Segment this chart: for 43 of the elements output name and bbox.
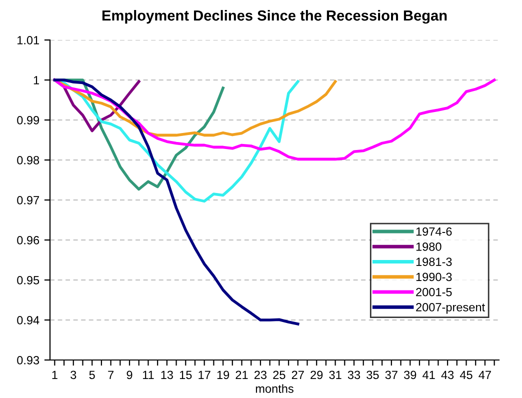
y-tick-label: 1.01 bbox=[18, 36, 40, 44]
x-tick-label: 13 bbox=[161, 370, 173, 380]
x-tick-label: 1 bbox=[52, 370, 58, 379]
x-tick-label: 17 bbox=[198, 370, 210, 379]
y-tick-label: 0.99 bbox=[17, 116, 40, 124]
x-axis-title: months bbox=[256, 384, 294, 393]
x-tick-label: 23 bbox=[254, 370, 267, 380]
x-tick-label: 25 bbox=[273, 370, 286, 380]
y-tick-label: 1 bbox=[34, 76, 40, 84]
y-tick-label: 0.94 bbox=[17, 316, 40, 324]
legend-label: 1981-3 bbox=[416, 258, 452, 266]
x-tick-label: 33 bbox=[348, 370, 360, 380]
x-tick-label: 7 bbox=[108, 370, 114, 379]
x-tick-label: 47 bbox=[478, 370, 491, 379]
line-series bbox=[53, 78, 496, 161]
x-tick-label: 15 bbox=[180, 370, 192, 380]
legend-label: 1990-3 bbox=[416, 272, 452, 282]
x-tick-label: 35 bbox=[366, 370, 379, 380]
y-tick-label: 0.98 bbox=[17, 156, 40, 164]
x-tick-label: 27 bbox=[292, 370, 304, 379]
line-series bbox=[53, 78, 300, 326]
x-tick-label: 21 bbox=[236, 370, 248, 379]
x-tick-label: 45 bbox=[460, 370, 472, 380]
y-tick-label: 0.95 bbox=[17, 276, 40, 284]
x-tick-label: 5 bbox=[89, 370, 95, 380]
chart-title: Employment Declines Since the Recession Began bbox=[102, 10, 447, 24]
x-tick-label: 19 bbox=[217, 370, 230, 380]
y-tick-label: 0.93 bbox=[17, 356, 40, 364]
legend-label: 2001-5 bbox=[416, 288, 452, 296]
x-tick-label: 9 bbox=[126, 370, 132, 380]
x-tick-label: 31 bbox=[329, 370, 342, 380]
x-tick-label: 11 bbox=[142, 370, 154, 379]
y-tick-label: 0.96 bbox=[17, 236, 40, 244]
x-tick-label: 41 bbox=[422, 370, 435, 379]
legend-label: 1974-6 bbox=[416, 227, 452, 236]
x-tick-label: 43 bbox=[441, 370, 454, 380]
y-tick-label: 0.97 bbox=[17, 196, 39, 204]
x-tick-label: 37 bbox=[385, 370, 398, 380]
legend-label: 2007-present bbox=[416, 303, 485, 314]
x-tick-label: 39 bbox=[404, 370, 416, 380]
legend-label: 1980 bbox=[416, 242, 442, 251]
x-tick-label: 3 bbox=[70, 370, 76, 380]
x-tick-label: 29 bbox=[310, 370, 323, 380]
